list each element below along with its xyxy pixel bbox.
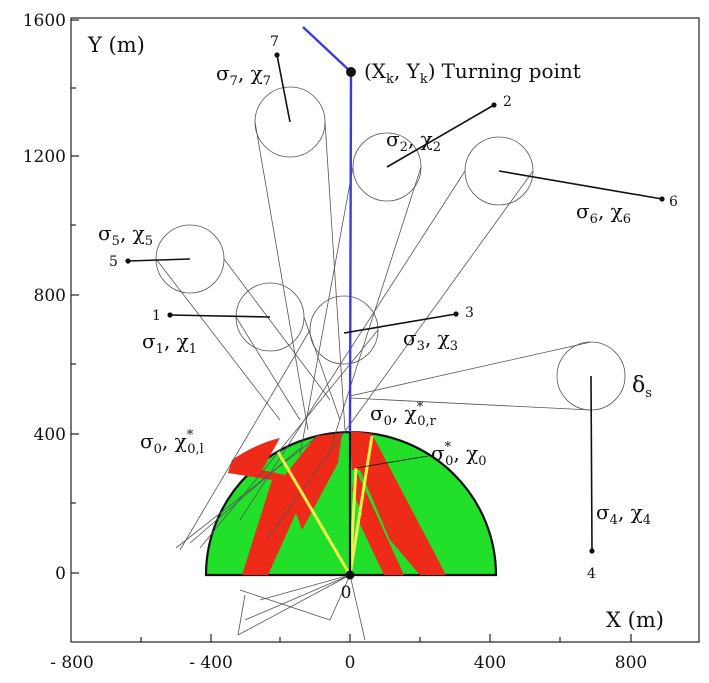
sensor-number-3: 3 bbox=[465, 305, 474, 321]
label-delta-s: δs bbox=[632, 373, 652, 401]
origin-dot bbox=[345, 570, 355, 580]
label-sigma3-chi3: σ3, χ3 bbox=[403, 326, 458, 354]
x-tick-neg800: - 800 bbox=[50, 653, 94, 673]
sensor-line-5 bbox=[127, 258, 191, 262]
circle-3 bbox=[309, 295, 379, 365]
sensor-number-1: 1 bbox=[152, 308, 161, 324]
sensor-number-5: 5 bbox=[109, 254, 118, 270]
sensor-lines bbox=[127, 54, 663, 552]
label-sigma1-chi1: σ1, χ1 bbox=[142, 329, 197, 357]
plot-frame bbox=[70, 17, 700, 643]
sensor-line-6 bbox=[498, 170, 663, 200]
trajectory-path bbox=[302, 26, 353, 433]
label-center: σ* 0, χ0 bbox=[431, 440, 487, 469]
label-left-boundary: σ0, χ* 0,l bbox=[140, 428, 204, 457]
danger-regions bbox=[228, 431, 446, 575]
y-tick-1200: 1200 bbox=[23, 147, 66, 167]
left-boundary-line bbox=[276, 451, 352, 576]
y-tick-800: 800 bbox=[34, 286, 66, 306]
x-tick-neg400: - 400 bbox=[189, 653, 233, 673]
sensor-number-4: 4 bbox=[587, 566, 596, 582]
sensor-number-7: 7 bbox=[270, 34, 279, 50]
label-sigma4-chi4: σ4, χ4 bbox=[596, 500, 651, 528]
sensor-line-4 bbox=[590, 375, 593, 552]
label-right-boundary: σ0, χ* 0,r bbox=[370, 400, 437, 429]
sensor-line-2 bbox=[386, 104, 495, 168]
tick-marks bbox=[71, 19, 632, 642]
sensor-line-3 bbox=[343, 313, 457, 334]
y-tick-0: 0 bbox=[55, 564, 66, 584]
x-tick-400: 400 bbox=[474, 653, 506, 673]
y-axis-label: Y (m) bbox=[87, 33, 145, 57]
label-sigma7-chi7: σ7, χ7 bbox=[216, 61, 271, 89]
y-tick-1600: 1600 bbox=[23, 11, 66, 31]
sensor-endpoints bbox=[125, 52, 665, 554]
sensor-number-6: 6 bbox=[669, 194, 678, 210]
right-boundary-line bbox=[348, 435, 374, 576]
sensor-line-1 bbox=[169, 314, 271, 318]
sensor-number-2: 2 bbox=[503, 94, 512, 110]
label-sigma5-chi5: σ5, χ5 bbox=[98, 221, 153, 249]
origin-label: 0 bbox=[341, 583, 352, 603]
label-sigma6-chi6: σ6, χ6 bbox=[576, 199, 631, 227]
sampling-tangents bbox=[155, 86, 626, 641]
label-sigma2-chi2: σ2, χ2 bbox=[386, 127, 441, 155]
y-tick-400: 400 bbox=[34, 425, 66, 445]
turning-point-label: (Xk, Yk) Turning point bbox=[364, 59, 581, 87]
x-axis-label: X (m) bbox=[606, 608, 664, 632]
x-tick-800: 800 bbox=[615, 653, 647, 673]
x-tick-0: 0 bbox=[345, 653, 356, 673]
turning-point-dot bbox=[346, 67, 356, 77]
center-label-leader bbox=[355, 455, 429, 469]
sensor-line-7 bbox=[276, 54, 291, 123]
